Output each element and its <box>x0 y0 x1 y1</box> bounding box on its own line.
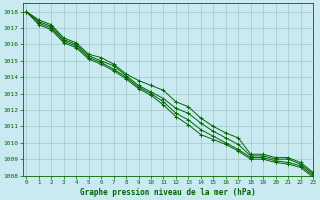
X-axis label: Graphe pression niveau de la mer (hPa): Graphe pression niveau de la mer (hPa) <box>80 188 256 197</box>
